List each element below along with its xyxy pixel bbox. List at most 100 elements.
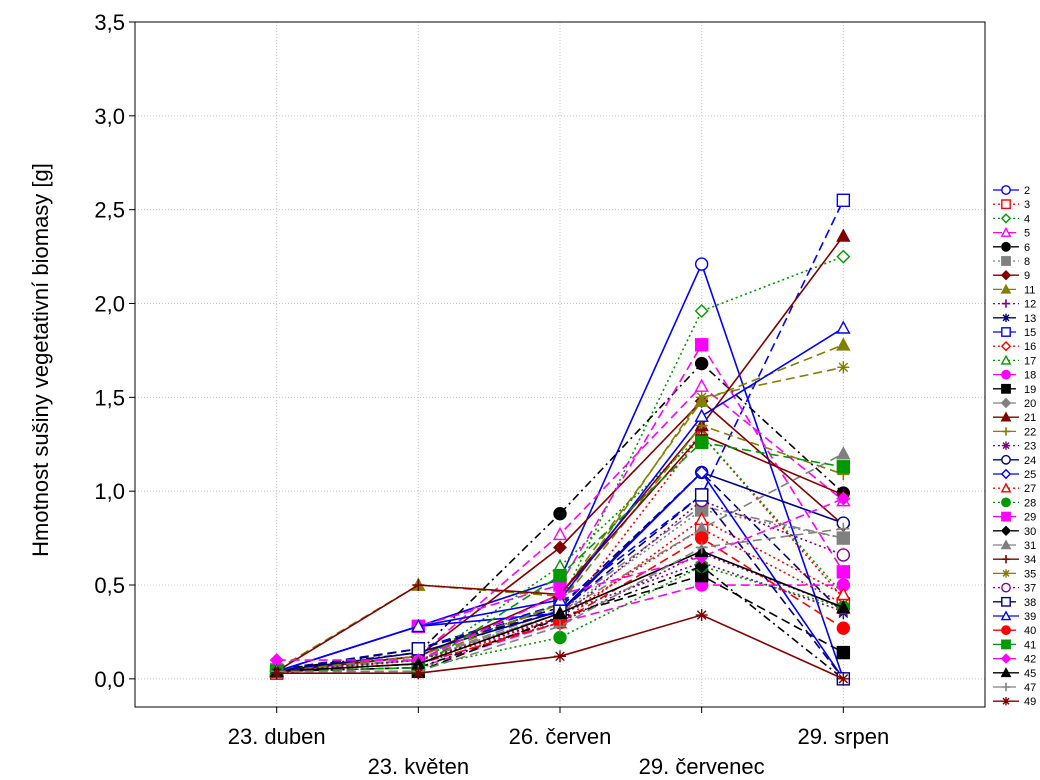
y-axis: 0,0 0,5 1,0 1,5 2,0 2,5 3,0 3,5 [94,10,135,692]
legend-item: 39 [993,610,1036,623]
legend-item: 20 [993,397,1036,410]
legend-label: 41 [1024,639,1036,651]
legend-marker [1000,270,1012,281]
data-point [694,559,709,574]
legend-label: 18 [1024,370,1036,382]
data-point [694,465,709,480]
data-point [836,548,851,562]
legend-item: 18 [993,370,1036,382]
x-tick-label: 29. červenec [639,754,765,779]
legend-marker [1001,369,1011,380]
legend-label: 21 [1024,412,1036,424]
legend-item: 9 [993,270,1030,282]
data-point [553,568,567,583]
legend-label: 3 [1024,199,1030,211]
series-line [276,537,844,673]
legend-label: 11 [1024,284,1035,296]
series-line [276,584,844,673]
legend-item: 17 [993,354,1036,367]
data-point [695,541,708,554]
legend-label: 5 [1024,228,1030,240]
legend-marker [1001,555,1011,564]
y-tick-label: 3,0 [94,104,125,129]
legend-label: 22 [1024,426,1036,438]
legend-item: 6 [993,242,1030,254]
x-tick-label: 29. srpen [797,724,889,749]
x-tick-label: 23. duben [228,724,326,749]
data-point [412,579,425,592]
data-point [552,605,568,619]
legend-item: 49 [993,696,1036,708]
legend-label: 35 [1024,568,1036,580]
y-tick-label: 1,0 [94,479,125,504]
legend-item: 2 [993,185,1030,197]
series-line [276,574,844,673]
legend-label: 24 [1024,455,1036,467]
legend-item: 12 [993,299,1036,311]
data-point [554,650,566,663]
series-line [276,199,845,673]
data-point [836,460,851,474]
legend-item: 30 [993,525,1036,538]
data-point [836,491,851,506]
legend-item: 25 [993,468,1036,481]
legend-marker [1000,341,1012,352]
legend-item: 27 [993,482,1036,495]
legend-label: 8 [1024,256,1030,268]
y-tick-label: 0,5 [94,573,125,598]
data-point [836,249,851,264]
data-point [553,540,567,555]
legend-label: 2 [1024,185,1030,197]
legend-item: 42 [993,653,1036,666]
y-tick-label: 0,0 [94,667,125,692]
series-line [276,452,844,673]
legend-marker [1001,697,1011,706]
legend-marker [1001,199,1011,210]
legend-label: 27 [1024,483,1036,495]
data-point [836,320,851,334]
legend-label: 16 [1024,341,1036,353]
legend-marker [1001,454,1011,465]
data-point [836,645,851,660]
legend-marker [1000,539,1012,550]
legend-marker [1000,667,1012,678]
series-group [269,193,851,686]
series-49 [270,609,850,685]
legend-item: 16 [993,341,1036,353]
legend-label: 9 [1024,270,1030,282]
legend-label: 23 [1024,441,1036,453]
data-point [553,630,567,645]
data-point [553,587,567,602]
legend-label: 4 [1024,213,1030,225]
y-axis-label: Hmotnost sušiny vegetativní biomasy [g] [28,163,53,557]
legend-marker [1001,596,1011,607]
legend-item: 34 [993,554,1036,566]
legend-marker [1001,299,1011,308]
legend-item: 37 [993,583,1036,595]
x-tick-label: 23. květen [368,754,470,779]
legend-label: 17 [1024,355,1036,367]
legend-label: 49 [1024,696,1036,708]
legend-label: 20 [1024,398,1036,410]
legend-marker [1001,625,1011,636]
legend-label: 25 [1024,469,1036,481]
data-point [553,506,567,521]
data-point [694,435,709,450]
legend-label: 45 [1024,668,1036,680]
legend-marker [1001,185,1011,195]
y-tick-label: 2,5 [94,198,125,223]
legend-label: 37 [1024,583,1036,595]
data-point [837,522,850,535]
data-point [694,488,709,502]
legend-item: 11 [993,283,1035,296]
legend-marker [1001,441,1011,450]
legend-marker [1000,482,1012,493]
legend-label: 30 [1024,526,1036,538]
legend-marker [1001,383,1011,394]
legend-item: 21 [993,411,1036,424]
data-point [836,446,851,460]
legend-item: 23 [993,441,1036,453]
legend-label: 38 [1024,597,1036,609]
legend-label: 19 [1024,384,1036,396]
